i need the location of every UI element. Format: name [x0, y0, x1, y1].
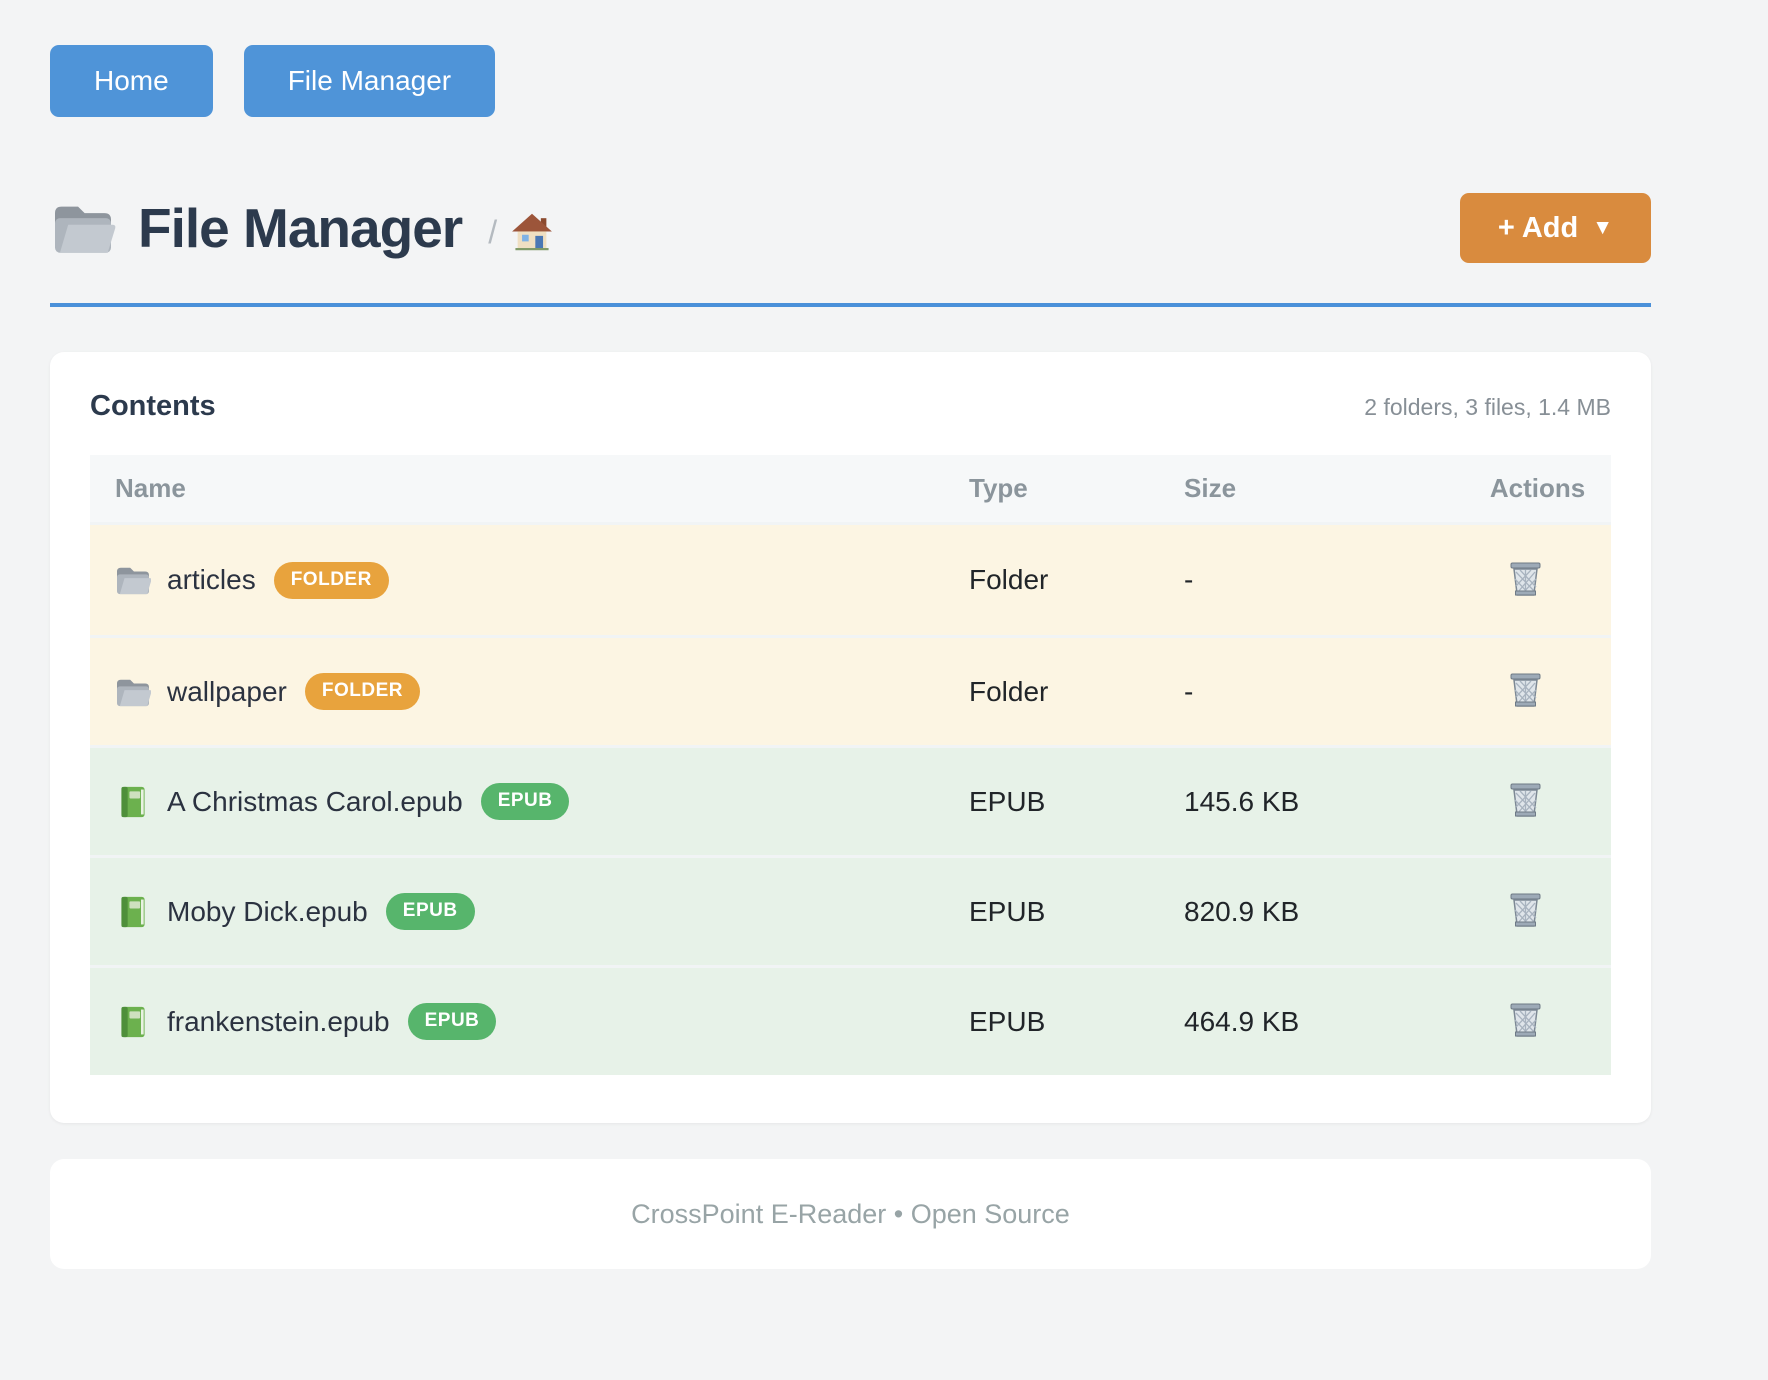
book-icon: [115, 896, 151, 928]
file-link[interactable]: A Christmas Carol.epub EPUB: [115, 783, 944, 820]
add-button-label: + Add: [1498, 212, 1578, 245]
folder-icon: [115, 676, 151, 708]
book-icon: [115, 1006, 151, 1038]
cell-size: 820.9 KB: [1159, 855, 1439, 965]
cell-size: -: [1159, 635, 1439, 745]
column-header-size: Size: [1159, 455, 1439, 525]
cell-type: EPUB: [944, 965, 1159, 1075]
nav-file-manager-button[interactable]: File Manager: [244, 45, 495, 117]
file-name: wallpaper: [167, 676, 287, 708]
type-badge: EPUB: [481, 783, 570, 820]
page-header-left: File Manager /: [50, 196, 1460, 260]
footer-text: CrossPoint E-Reader • Open Source: [631, 1199, 1070, 1230]
panel-summary: 2 folders, 3 files, 1.4 MB: [1364, 394, 1611, 421]
cell-size: 464.9 KB: [1159, 965, 1439, 1075]
nav-home-button[interactable]: Home: [50, 45, 213, 117]
folder-icon: [50, 200, 116, 256]
delete-button[interactable]: [1503, 555, 1548, 606]
trash-icon: [1507, 1000, 1544, 1040]
page-container: Home File Manager File Manager / + Add ▼…: [50, 0, 1651, 1269]
file-link[interactable]: Moby Dick.epub EPUB: [115, 893, 944, 930]
cell-type: Folder: [944, 635, 1159, 745]
contents-panel-header: Contents 2 folders, 3 files, 1.4 MB: [90, 390, 1611, 423]
add-button[interactable]: + Add ▼: [1460, 193, 1651, 263]
footer: CrossPoint E-Reader • Open Source: [50, 1159, 1651, 1269]
table-header-row: Name Type Size Actions: [90, 455, 1611, 525]
page-header: File Manager / + Add ▼: [50, 193, 1651, 307]
page-title: File Manager: [138, 196, 462, 260]
contents-panel: Contents 2 folders, 3 files, 1.4 MB Name…: [50, 352, 1651, 1123]
table-row: Moby Dick.epub EPUB EPUB 820.9 KB: [90, 855, 1611, 965]
file-link[interactable]: wallpaper FOLDER: [115, 673, 944, 710]
delete-button[interactable]: [1503, 776, 1548, 827]
column-header-name: Name: [90, 455, 944, 525]
cell-size: -: [1159, 525, 1439, 635]
file-table: Name Type Size Actions articles FOLDER F…: [90, 455, 1611, 1075]
delete-button[interactable]: [1503, 996, 1548, 1047]
trash-icon: [1507, 559, 1544, 599]
panel-title: Contents: [90, 390, 216, 423]
trash-icon: [1507, 670, 1544, 710]
cell-type: Folder: [944, 525, 1159, 635]
table-row: frankenstein.epub EPUB EPUB 464.9 KB: [90, 965, 1611, 1075]
cell-type: EPUB: [944, 855, 1159, 965]
file-link[interactable]: frankenstein.epub EPUB: [115, 1003, 944, 1040]
book-icon: [115, 786, 151, 818]
house-icon[interactable]: [511, 211, 553, 253]
file-link[interactable]: articles FOLDER: [115, 562, 944, 599]
cell-type: EPUB: [944, 745, 1159, 855]
column-header-actions: Actions: [1439, 455, 1611, 525]
delete-button[interactable]: [1503, 666, 1548, 717]
type-badge: FOLDER: [305, 673, 420, 710]
column-header-type: Type: [944, 455, 1159, 525]
breadcrumb-separator: /: [488, 214, 497, 251]
file-name: A Christmas Carol.epub: [167, 786, 463, 818]
trash-icon: [1507, 780, 1544, 820]
type-badge: EPUB: [386, 893, 475, 930]
file-name: frankenstein.epub: [167, 1006, 390, 1038]
chevron-down-icon: ▼: [1592, 216, 1613, 240]
cell-size: 145.6 KB: [1159, 745, 1439, 855]
file-name: Moby Dick.epub: [167, 896, 368, 928]
table-row: wallpaper FOLDER Folder -: [90, 635, 1611, 745]
type-badge: FOLDER: [274, 562, 389, 599]
delete-button[interactable]: [1503, 886, 1548, 937]
folder-icon: [115, 564, 151, 596]
table-row: articles FOLDER Folder -: [90, 525, 1611, 635]
trash-icon: [1507, 890, 1544, 930]
file-name: articles: [167, 564, 256, 596]
table-row: A Christmas Carol.epub EPUB EPUB 145.6 K…: [90, 745, 1611, 855]
top-nav: Home File Manager: [50, 0, 1651, 117]
type-badge: EPUB: [408, 1003, 497, 1040]
